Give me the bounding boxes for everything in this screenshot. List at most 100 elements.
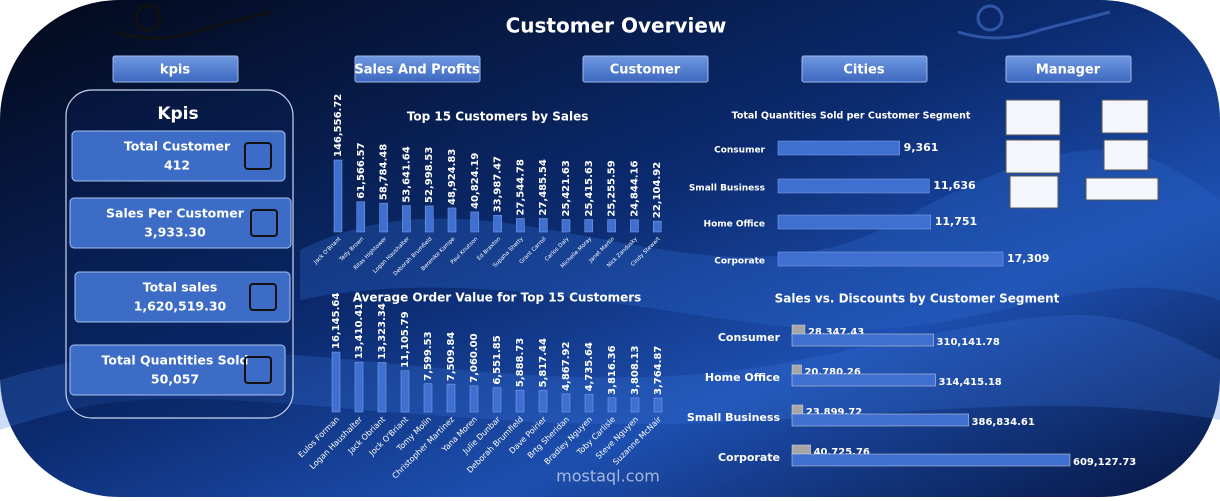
value-label: 27,485.54: [538, 159, 549, 215]
value-label: 48,924.83: [447, 149, 458, 205]
nav-button[interactable]: [801, 55, 928, 83]
value-label: 13,323.34: [377, 303, 388, 359]
bar: [493, 215, 502, 233]
kpi-value: 50,057: [151, 372, 199, 387]
wave: [300, 149, 1220, 330]
value-label: 24,844.16: [629, 160, 640, 216]
value-label: 6,551.85: [492, 335, 503, 384]
y-tick-label: Corporate: [718, 451, 780, 464]
bar: [492, 387, 502, 413]
value-label: 25,415.63: [584, 160, 595, 216]
kpi-value: 1,620,519.30: [134, 299, 227, 314]
nav-label[interactable]: Customer: [610, 63, 681, 78]
value-label: 314,415.18: [938, 377, 1001, 388]
bar: [424, 205, 434, 233]
value-label: 17,309: [1007, 252, 1049, 265]
kpi-card: [69, 197, 292, 249]
nav-label[interactable]: kpis: [160, 63, 190, 78]
bar: [791, 453, 1071, 467]
nav-label[interactable]: Manager: [1036, 63, 1101, 78]
value-label: 27,544.78: [515, 159, 526, 215]
bar: [331, 351, 341, 413]
bar: [791, 373, 936, 387]
value-label: 11,105.79: [400, 311, 411, 367]
bar: [400, 370, 410, 413]
nav-label[interactable]: Sales And Profits: [354, 63, 480, 78]
nav-button[interactable]: [112, 55, 239, 83]
chart-title: Average Order Value for Top 15 Customers: [353, 291, 642, 305]
value-label: 16,145.64: [331, 293, 342, 349]
y-tick-label: Consumer: [718, 331, 781, 344]
bar: [446, 383, 456, 413]
bar: [777, 178, 930, 194]
bar: [791, 333, 934, 347]
bar: [607, 219, 616, 233]
y-tick-label: Small Business: [687, 411, 781, 424]
value-label: 3,816.36: [607, 345, 618, 394]
bar: [777, 214, 932, 230]
nav-label[interactable]: Cities: [843, 63, 884, 78]
y-tick-label: Home Office: [704, 220, 765, 230]
logo: [114, 4, 271, 40]
value-label: 28,347.43: [808, 327, 864, 338]
value-label: 22,104.92: [652, 162, 663, 218]
value-label: 33,987.47: [493, 156, 504, 212]
value-label: 53,641.64: [401, 146, 412, 202]
chart-title: Sales vs. Discounts by Customer Segment: [775, 292, 1060, 306]
value-label: 23,899.72: [806, 407, 862, 418]
kpi-card: [74, 271, 291, 323]
bar: [653, 397, 663, 413]
kpi-icon: [244, 142, 272, 170]
bar: [356, 201, 366, 233]
kpi-card: [71, 130, 286, 182]
bar: [377, 362, 387, 413]
kpi-label: Total Customer: [124, 139, 231, 154]
bar: [652, 220, 662, 233]
logo: [957, 4, 1111, 40]
value-label: 25,255.59: [607, 160, 618, 216]
nav-button[interactable]: [1005, 55, 1132, 83]
bar: [777, 140, 900, 156]
value-label: 4,867.92: [561, 342, 572, 391]
y-tick-label: Small Business: [689, 184, 765, 194]
value-label: 40,725.76: [814, 447, 870, 458]
thumbnails: [1005, 99, 1159, 209]
value-label: 386,834.61: [972, 417, 1035, 428]
value-label: 11,636: [933, 179, 976, 192]
kpi-icon: [244, 356, 272, 384]
bar: [561, 219, 571, 233]
kpi-icon: [249, 283, 277, 311]
kpi-label: Sales Per Customer: [106, 206, 245, 221]
value-label: 58,784.48: [379, 144, 390, 200]
chart-title: Top 15 Customers by Sales: [407, 110, 589, 124]
value-label: 7,599.53: [423, 331, 434, 380]
kpi-label: Total Quantities Sold: [102, 353, 249, 368]
bar: [470, 211, 480, 233]
value-label: 310,141.78: [937, 337, 1000, 348]
bar: [333, 159, 343, 233]
bar: [584, 394, 594, 413]
bar: [561, 393, 571, 413]
nav-button[interactable]: [354, 55, 481, 83]
value-label: 609,127.73: [1073, 457, 1136, 468]
y-tick-label: Consumer: [714, 146, 765, 156]
kpi-label: Total sales: [143, 280, 218, 295]
value-label: 9,361: [904, 141, 939, 154]
bar: [777, 251, 1004, 267]
bar: [584, 219, 594, 233]
bar: [516, 218, 525, 233]
value-label: 3,764.87: [653, 346, 664, 395]
nav-button[interactable]: [582, 55, 709, 83]
value-label: 7,509.84: [446, 332, 457, 381]
value-label: 61,566.57: [356, 142, 367, 198]
bar: [423, 383, 433, 413]
watermark: mostaql.com: [556, 467, 660, 486]
value-label: 40,824.19: [470, 153, 481, 209]
value-label: 146,556.72: [333, 94, 344, 157]
chart-title: Total Quantities Sold per Customer Segme…: [732, 111, 971, 122]
value-label: 5,817.44: [538, 338, 549, 387]
bar: [469, 385, 479, 413]
kpi-card: [69, 344, 286, 396]
bar: [630, 219, 639, 233]
